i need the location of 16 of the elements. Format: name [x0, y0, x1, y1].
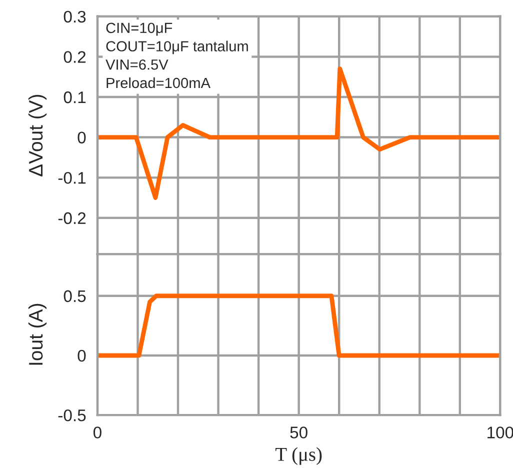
y-tick-label: 0.3	[64, 10, 86, 23]
y-tick-label: -0.1	[58, 172, 86, 184]
x-tick-label: 50	[290, 426, 308, 438]
x-axis-title: T (μs)	[276, 447, 322, 465]
y-tick-label: 0.1	[64, 91, 86, 104]
y-tick-label: 0	[78, 350, 86, 362]
y-tick-label: -0.2	[58, 212, 86, 224]
annotation: CIN=10μF COUT=10μF tantalum VIN=6.5V Preload=100mA	[106, 22, 248, 88]
y-tick-label: 0	[78, 132, 86, 144]
y-tick-label: -0.5	[58, 409, 86, 422]
y-tick-label: 0.5	[64, 290, 86, 302]
y-axis-title: Iout (A)	[28, 304, 47, 365]
y-tick-label: 0.2	[64, 51, 86, 63]
y-axis-title: ΔVout (V)	[28, 94, 47, 176]
x-tick-label: 0	[93, 426, 102, 438]
x-tick-label: 100	[488, 426, 513, 438]
